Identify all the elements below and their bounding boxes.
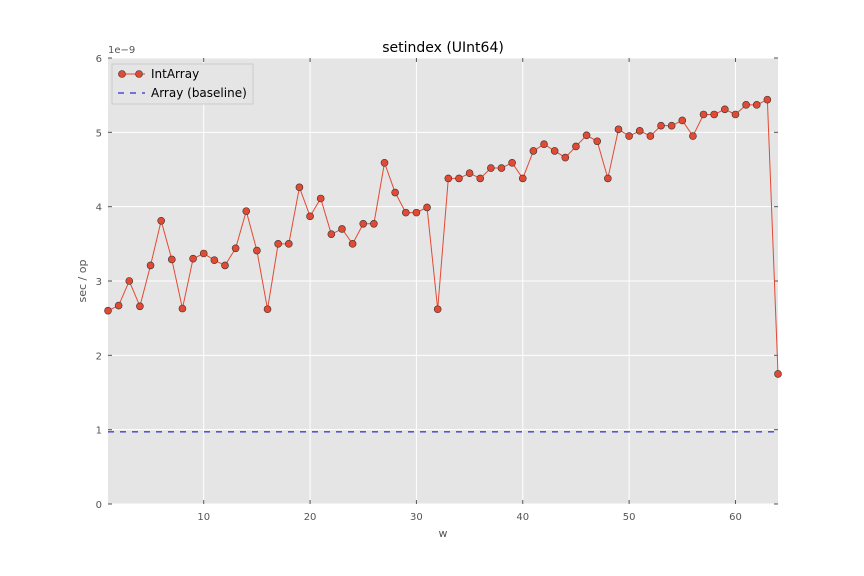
legend-box (111, 63, 254, 105)
data-point-intarray (774, 370, 782, 378)
data-point-intarray (625, 132, 633, 140)
data-point-intarray (284, 240, 293, 248)
data-point-intarray (657, 121, 665, 130)
data-point-intarray (497, 164, 506, 172)
x-tick-label: 10 (197, 512, 210, 523)
data-point-intarray (178, 304, 187, 313)
data-point-intarray (572, 142, 580, 151)
data-point-intarray (104, 306, 112, 315)
data-point-intarray (338, 225, 346, 233)
data-point-intarray (604, 174, 612, 183)
data-point-intarray (529, 147, 538, 155)
series-layer (104, 95, 782, 378)
data-point-intarray (136, 302, 144, 311)
data-point-intarray (731, 110, 740, 119)
grid (108, 57, 778, 505)
data-point-intarray (168, 255, 176, 264)
data-point-intarray (476, 174, 485, 183)
data-point-intarray (540, 140, 548, 149)
data-point-intarray (359, 219, 368, 228)
data-point-intarray (348, 240, 357, 248)
data-point-intarray (189, 254, 197, 263)
data-point-intarray (295, 183, 304, 192)
x-axis-label: w (439, 527, 448, 540)
data-point-intarray (423, 203, 431, 212)
data-point-intarray (114, 301, 123, 310)
data-point-intarray (721, 105, 729, 114)
data-point-intarray (433, 305, 442, 314)
data-point-intarray (221, 261, 229, 270)
data-point-intarray (582, 131, 591, 140)
data-point-intarray (593, 137, 602, 146)
y-offset-label: 1e−9 (108, 45, 135, 56)
data-point-intarray (210, 256, 219, 264)
data-point-intarray (157, 216, 165, 225)
data-point-intarray (487, 164, 495, 172)
y-axis-label: sec / op (76, 260, 89, 303)
data-point-intarray (508, 159, 516, 167)
data-point-intarray (752, 101, 761, 109)
data-point-intarray (231, 244, 240, 253)
data-point-intarray (465, 169, 474, 178)
data-point-intarray (550, 147, 559, 155)
legend-marker-intarray (135, 70, 143, 78)
x-tick-label: 40 (516, 512, 529, 523)
data-point-intarray (242, 207, 251, 215)
y-tick-label: 6 (96, 54, 102, 65)
y-tick-label: 4 (96, 203, 102, 214)
data-point-intarray (412, 208, 421, 217)
data-point-intarray (614, 125, 623, 134)
data-point-intarray (699, 110, 708, 119)
data-point-intarray (561, 153, 570, 162)
data-point-intarray (401, 208, 410, 217)
legend-label-intarray: IntArray (151, 67, 199, 81)
data-point-intarray (199, 249, 208, 258)
data-point-intarray (646, 132, 655, 140)
data-point-intarray (763, 95, 772, 104)
y-tick-label: 1 (96, 426, 102, 437)
data-point-intarray (380, 159, 389, 167)
data-point-intarray (306, 212, 314, 221)
data-point-intarray (125, 277, 134, 285)
legend-marker-intarray (118, 70, 126, 78)
data-point-intarray (146, 261, 155, 270)
y-tick-label: 5 (96, 128, 102, 139)
data-point-intarray (635, 127, 644, 135)
y-tick-label: 0 (96, 500, 102, 511)
x-tick-label: 20 (304, 512, 317, 523)
x-tick-label: 60 (729, 512, 742, 523)
data-point-intarray (689, 132, 697, 140)
data-point-intarray (391, 188, 399, 197)
data-point-intarray (742, 101, 750, 109)
legend-label-baseline: Array (baseline) (151, 86, 247, 100)
x-tick-label: 50 (623, 512, 636, 523)
y-tick-label: 3 (96, 277, 102, 288)
legend: IntArray Array (baseline) (111, 63, 254, 105)
chart-title: setindex (UInt64) (382, 40, 504, 56)
data-point-intarray (455, 174, 463, 183)
data-point-intarray (253, 246, 261, 255)
data-point-intarray (274, 240, 282, 248)
data-point-intarray (710, 110, 718, 119)
data-point-intarray (518, 174, 527, 183)
data-point-intarray (444, 174, 453, 183)
data-point-intarray (316, 194, 325, 203)
data-point-intarray (678, 116, 687, 125)
data-point-intarray (370, 219, 378, 228)
series-line-intarray (107, 98, 779, 374)
data-point-intarray (327, 230, 336, 238)
data-point-intarray (667, 121, 676, 130)
y-tick-label: 2 (96, 351, 102, 362)
data-point-intarray (263, 305, 272, 314)
x-tick-label: 30 (410, 512, 423, 523)
